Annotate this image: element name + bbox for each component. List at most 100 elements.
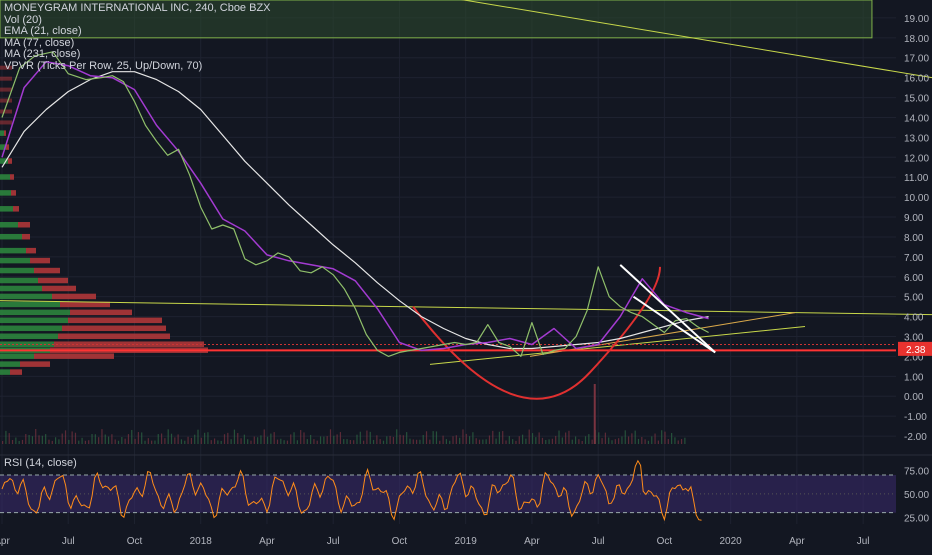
volume-bar [627, 436, 630, 444]
volume-bar [598, 432, 600, 444]
vp-up-18 [0, 333, 58, 340]
volume-bar [35, 429, 37, 444]
volume-bar [571, 439, 573, 444]
wedge-line-lower [632, 295, 716, 354]
volume-bar [310, 434, 312, 444]
volume-bar [329, 429, 332, 444]
y-tick-label-16: 3.00 [904, 333, 924, 344]
x-tick-label-0: Apr [0, 536, 10, 547]
volume-bar [651, 436, 653, 444]
volume-bar [402, 435, 404, 444]
volume-bar [18, 440, 20, 444]
volume-bar [353, 440, 355, 444]
volume-bar [190, 437, 192, 444]
volume-bar [336, 434, 338, 444]
trend-line-descending [460, 0, 932, 79]
volume-bar [545, 439, 547, 444]
volume-bar [51, 440, 53, 444]
y-tick-label-18: 1.00 [904, 372, 924, 383]
volume-bar [25, 434, 27, 444]
volume-bar [604, 432, 606, 444]
vp-down-5 [13, 206, 19, 212]
volume-bar [147, 438, 149, 444]
vp-down-22 [20, 361, 50, 367]
rsi-tick-label-0: 75.00 [904, 466, 929, 477]
vp-down-17 [62, 325, 166, 332]
volume-bar [518, 436, 520, 444]
y-tick-label-11: 8.00 [904, 233, 924, 244]
volume-bar [449, 440, 451, 444]
volume-bar [661, 430, 663, 444]
volume-bar [326, 436, 328, 444]
volume-bar [366, 430, 368, 444]
vp-up-10 [0, 267, 34, 274]
legend-title: MONEYGRAM INTERNATIONAL INC, 240, Cboe B… [4, 2, 271, 14]
volume-bar [343, 439, 345, 444]
volume-bar [538, 432, 540, 444]
volume-bar [41, 435, 43, 444]
volume-bar [253, 436, 255, 444]
volume-bar [614, 439, 616, 444]
volume-bar [386, 436, 388, 444]
volume-bar [356, 434, 358, 444]
volume-bar [452, 436, 454, 444]
volume-bar [611, 440, 613, 444]
volume-bar [561, 437, 563, 444]
volume-bar [392, 436, 395, 444]
volume-bar [134, 438, 136, 444]
legend-vpvr: VPVR (Ticks Per Row, 25, Up/Down, 70) [4, 59, 203, 72]
vp-down-7 [22, 233, 30, 240]
volume-bar [495, 438, 497, 444]
volume-bar [286, 440, 289, 444]
volume-bar [608, 437, 610, 444]
volume-bar [2, 441, 4, 444]
volume-bar [250, 440, 252, 444]
vp-upper-row [0, 109, 12, 114]
volume-bar [240, 438, 242, 444]
volume-bar [78, 440, 80, 444]
volume-bar [64, 430, 67, 444]
volume-bar [412, 439, 414, 444]
volume-bar [422, 435, 424, 444]
volume-bar [555, 435, 557, 444]
vp-up-13 [0, 293, 52, 300]
vp-up-15 [0, 309, 70, 316]
volume-bar [528, 429, 530, 444]
volume-bar [316, 440, 318, 444]
legend-ma-77: MA (77, close) [4, 36, 75, 49]
vp-up-0 [0, 130, 4, 136]
x-tick-label-7: 2019 [455, 536, 478, 547]
x-tick-label-11: 2020 [720, 536, 743, 547]
volume-bar [333, 435, 335, 444]
vp-up-7 [0, 233, 22, 240]
volume-bar [170, 433, 173, 444]
volume-bar [565, 432, 567, 444]
volume-bar [8, 433, 10, 444]
y-tick-label-17: 2.00 [904, 352, 924, 363]
volume-bar [382, 440, 385, 444]
volume-bar [121, 436, 123, 444]
volume-bar [293, 432, 295, 444]
x-tick-label-2: Oct [127, 536, 143, 547]
volume-bar [369, 431, 371, 444]
vp-up-12 [0, 285, 42, 292]
cup-pattern-curve [412, 266, 661, 400]
volume-bar [187, 436, 189, 444]
vp-down-10 [34, 267, 60, 274]
volume-bar [439, 440, 441, 444]
volume-bar [654, 433, 656, 444]
volume-bar [223, 434, 226, 444]
volume-bar [243, 434, 245, 444]
vp-down-9 [30, 257, 50, 264]
volume-bar [359, 431, 361, 444]
volume-bar [68, 439, 70, 444]
series-line-ma-231 [1, 71, 709, 350]
legend-ema: EMA (21, close) [4, 25, 82, 37]
volume-bar [157, 434, 159, 444]
x-tick-label-9: Jul [592, 536, 605, 547]
volume-bar [151, 440, 153, 444]
volume-bar [488, 435, 491, 444]
volume-bar [273, 432, 275, 444]
